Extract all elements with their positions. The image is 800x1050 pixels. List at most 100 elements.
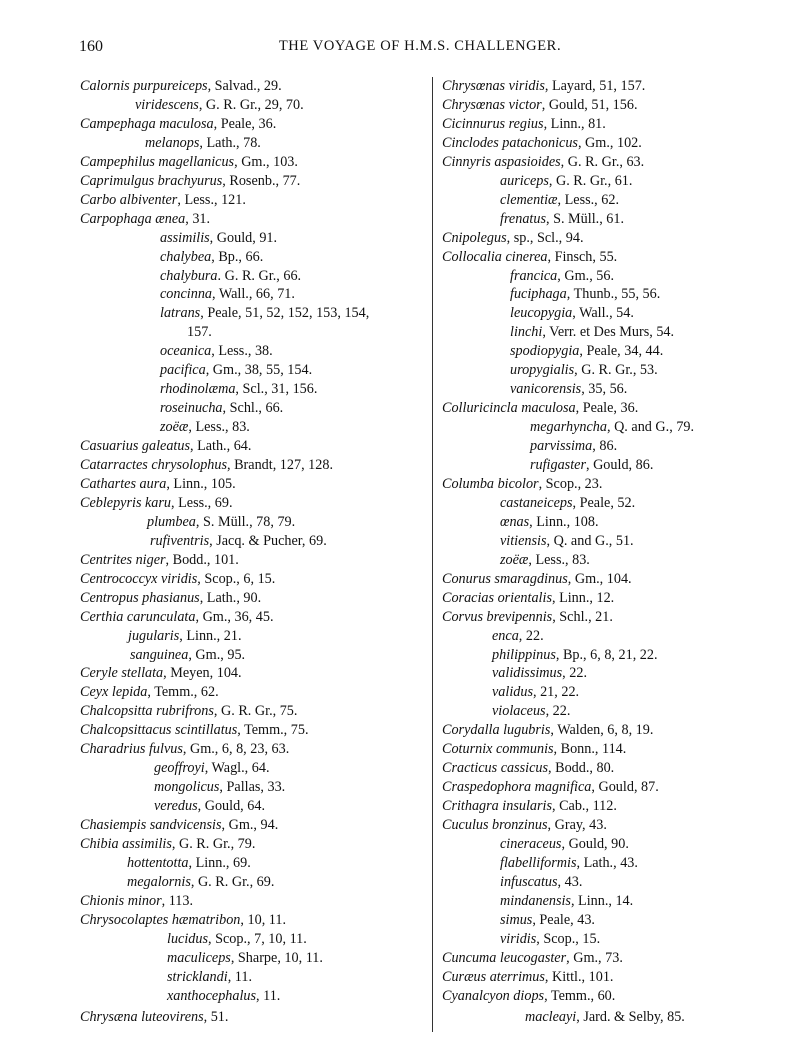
authority-and-pages: , Peale, 52.: [572, 494, 636, 511]
index-entry: assimilis, Gould, 91.: [160, 229, 277, 248]
index-entry: Carpophaga ænea, 31.: [80, 210, 210, 229]
index-entry: stricklandi, 11.: [167, 968, 252, 987]
authority-and-pages: , Bodd., 80.: [548, 760, 615, 777]
index-entry: Chasiempis sandvicensis, Gm., 94.: [80, 816, 278, 835]
species-name: melanops: [145, 134, 200, 151]
species-name: Carpophaga ænea: [80, 210, 186, 227]
authority-and-pages: , Salvad., 29.: [207, 78, 282, 94]
species-name: zoëæ: [500, 551, 529, 568]
authority-and-pages: , Peale, 51, 52, 152, 153, 154,: [200, 305, 370, 322]
index-entry: Catarractes chrysolophus, Brandt, 127, 1…: [80, 456, 333, 475]
authority-and-pages: , G. R. Gr., 61.: [548, 172, 633, 189]
index-entry: roseinucha, Schl., 66.: [160, 399, 283, 418]
species-name: Chrysœnas victor: [442, 96, 542, 113]
species-name: concinna: [160, 286, 213, 303]
species-name: Centrococcyx viridis: [80, 570, 198, 587]
species-name: viridis: [500, 930, 537, 947]
index-entry: uropygialis, G. R. Gr., 53.: [510, 361, 658, 380]
species-name: Chalcopsittacus scintillatus: [80, 722, 238, 739]
authority-and-pages: , G. R. Gr., 79.: [171, 836, 256, 852]
species-name: chalybura: [160, 267, 218, 284]
authority-and-pages: , 113.: [161, 892, 193, 909]
index-entry: Certhia caruncula​ta, Gm., 36, 45.: [80, 608, 274, 627]
index-entry: Cuculus bronzinus, Gray, 43.: [442, 816, 607, 835]
authority-and-pages: , Lath., 43.: [576, 854, 638, 871]
species-name: validus: [492, 684, 533, 701]
species-name: Curæus aterrimus: [442, 968, 545, 985]
authority-and-pages: , Q. and G., 79.: [606, 419, 695, 436]
authority-and-pages: , Kittl., 101.: [544, 968, 614, 985]
index-entry: viridis, Scop., 15.: [500, 930, 600, 949]
index-entry: zoëæ, Less., 83.: [160, 418, 250, 437]
authority-and-pages: , G. R. Gr., 53.: [574, 362, 658, 379]
species-name: linchi: [510, 324, 543, 341]
authority-and-pages: , Bp., 6, 8, 21, 22.: [555, 646, 658, 663]
species-name: clementiæ: [500, 191, 558, 208]
species-name: Corydalla lugubris: [442, 722, 551, 739]
species-name: fuciphaga: [510, 286, 567, 303]
species-name: zoëæ: [160, 419, 189, 436]
index-entry: infuscatus, 43.: [500, 873, 582, 892]
index-entry: Cuncuma leucogaster, Gm., 73.: [442, 949, 623, 968]
authority-and-pages: , Gould, 90.: [561, 836, 629, 852]
species-name: Cracticus cassicus: [442, 760, 549, 777]
authority-and-pages: , Less., 69.: [171, 494, 233, 511]
index-entry: Collocalia cinerea, Finsch, 55.: [442, 248, 617, 267]
authority-and-pages: , Gm., 95.: [188, 646, 246, 663]
authority-and-pages: , Lath., 90.: [199, 589, 262, 606]
authority-and-pages: , Q. and G., 51.: [546, 532, 634, 549]
index-entry: Coracias orientalis, Linn., 12.: [442, 589, 614, 608]
species-name: uropygialis: [510, 362, 575, 379]
species-name: auriceps: [500, 172, 549, 189]
species-name: Chibia assimilis: [80, 836, 172, 852]
species-name: Cicinnurus regius: [442, 115, 544, 132]
index-entry: chalybea, Bp., 66.: [160, 248, 263, 267]
species-name: megalornis: [127, 873, 191, 890]
authority-and-pages: , Finsch, 55.: [547, 248, 618, 265]
species-name: Chrysocolaptes hæmatribon: [80, 911, 241, 928]
index-entry: leucopygia, Wall., 54.: [510, 304, 634, 323]
species-name: leucopygia: [510, 305, 573, 322]
species-name: rhodinolæma: [160, 381, 236, 398]
species-name: pacifica: [160, 362, 206, 379]
species-name: chalybea: [160, 248, 212, 265]
index-entry: Curæus aterrimus, Kittl., 101.: [442, 968, 613, 987]
species-name: Calornis purpureiceps: [80, 78, 208, 94]
authority-and-pages: , Linn., 108.: [529, 513, 599, 530]
index-entry: Corydalla lugubris, Walden, 6, 8, 19.: [442, 721, 653, 740]
index-entry: Cyanalcyon diops, Temm., 60.: [442, 987, 615, 1006]
authority-and-pages: , Jacq. & Pucher, 69.: [209, 532, 327, 549]
authority-and-pages: , Bodd., 101.: [165, 551, 239, 568]
species-name: lucidus: [167, 930, 208, 947]
species-name: Crithagra insularis: [442, 798, 552, 815]
authority-and-pages: , Linn., 21.: [179, 627, 242, 644]
authority-and-pages: , Peale, 36.: [213, 115, 277, 132]
species-name: Catarractes chrysolophus: [80, 457, 227, 473]
species-name: plumbea: [147, 513, 196, 530]
index-entry: spodiopygia, Peale, 34, 44.: [510, 342, 663, 361]
authority-and-pages: , 43.: [557, 873, 583, 890]
index-entry: sanguinea, Gm., 95.: [130, 646, 245, 665]
index-entry: Chibia assimilis, G. R. Gr., 79.: [80, 835, 255, 854]
authority-and-pages: , Schl., 21.: [552, 608, 613, 625]
index-entry: Cicinnurus regius, Linn., 81.: [442, 115, 606, 134]
species-name: vitiensis: [500, 532, 547, 549]
authority-and-pages: , Lath., 64.: [189, 438, 252, 455]
authority-and-pages: , Gould, 64.: [197, 798, 265, 815]
index-entry: Centropus phasianus, Lath., 90.: [80, 589, 261, 608]
index-entry: Craspedophora magnifica, Gould, 87.: [442, 778, 659, 797]
index-entry: cineraceus, Gould, 90.: [500, 835, 629, 854]
species-name: Coracias orientalis: [442, 589, 552, 606]
authority-and-pages: , Scop., 6, 15.: [197, 570, 276, 587]
index-entry: rufigaster, Gould, 86.: [530, 456, 653, 475]
authority-and-pages: , G. R. Gr., 75.: [213, 703, 298, 720]
index-entry: Ceblepyris karu, Less., 69.: [80, 494, 233, 513]
index-entry: flabelliformis, Lath., 43.: [500, 854, 638, 873]
species-name: Cyanalcyon diops: [442, 987, 545, 1004]
species-name: jugularis: [128, 627, 180, 644]
species-name: violaceus: [492, 703, 546, 720]
authority-and-pages: , S. Müll., 78, 79.: [195, 513, 296, 530]
authority-and-pages: , Meyen, 104.: [163, 665, 242, 682]
species-name: latrans: [160, 305, 201, 322]
authority-and-pages: , Temm., 75.: [237, 722, 309, 739]
